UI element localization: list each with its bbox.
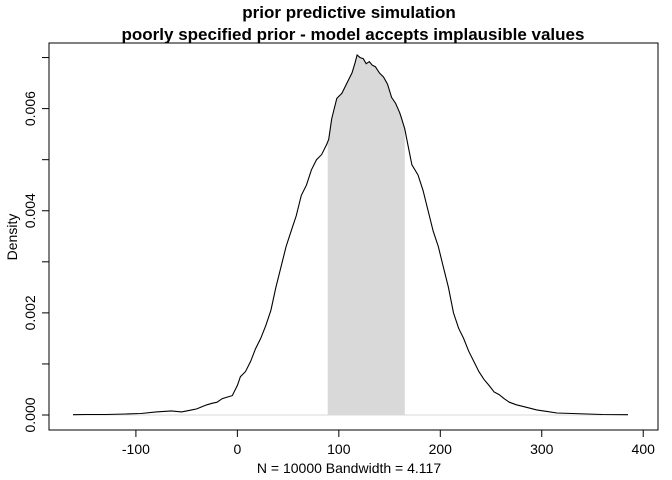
y-tick-label: 0.006 (22, 91, 38, 126)
x-tick-label: 300 (530, 441, 554, 457)
chart-subtitle: poorly specified prior - model accepts i… (122, 25, 585, 44)
chart-title: prior predictive simulation (242, 3, 456, 22)
x-tick-label: 100 (327, 441, 351, 457)
y-tick-label: 0.000 (22, 397, 38, 432)
y-axis: 0.000 0.002 0.004 0.006 (22, 57, 50, 433)
plot-marks (72, 54, 629, 416)
x-axis: -100 0 100 200 300 400 (122, 429, 656, 457)
y-tick-label: 0.002 (22, 295, 38, 330)
x-tick-label: 0 (233, 441, 241, 457)
shaded-interval (327, 55, 405, 415)
x-tick-label: 200 (429, 441, 453, 457)
x-tick-label: 400 (632, 441, 656, 457)
x-tick-label: -100 (122, 441, 150, 457)
y-axis-label: Density (4, 214, 20, 261)
y-tick-label: 0.004 (22, 193, 38, 228)
density-curve (72, 54, 629, 416)
x-axis-label: N = 10000 Bandwidth = 4.117 (257, 460, 441, 476)
